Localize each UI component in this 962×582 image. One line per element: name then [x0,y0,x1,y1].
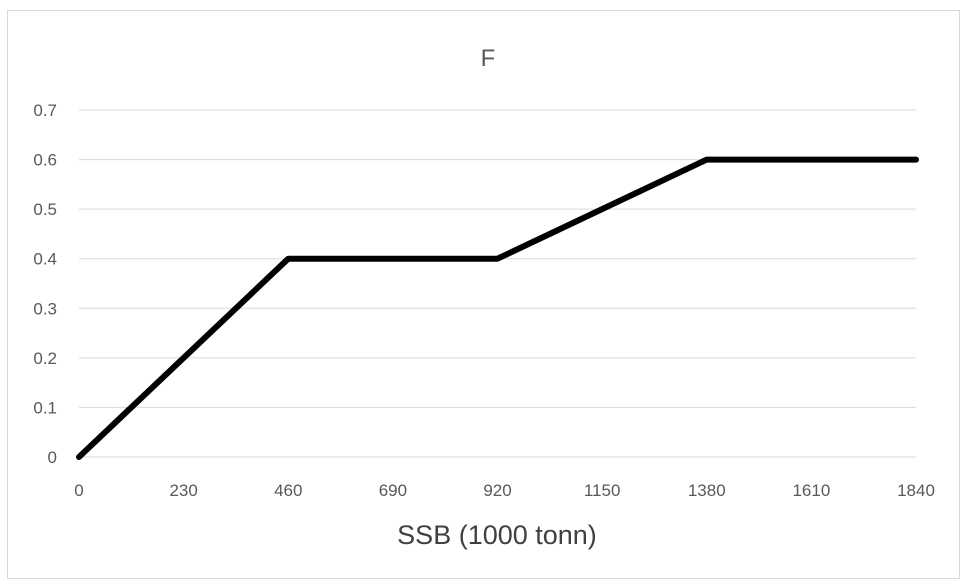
y-tick-label: 0.3 [33,299,57,318]
y-axis: 0 0.1 0.2 0.3 0.4 0.5 0.6 0.7 [33,101,57,467]
x-tick-label: 0 [74,481,83,500]
y-tick-label: 0.7 [33,101,57,120]
x-tick-label: 460 [274,481,302,500]
x-tick-label: 690 [379,481,407,500]
y-tick-label: 0 [48,448,57,467]
series-layer [76,156,919,460]
y-tick-label: 0.5 [33,200,57,219]
x-tick-label: 1150 [584,481,621,500]
y-tick-label: 0.4 [33,250,57,269]
gridlines [79,109,916,458]
y-tick-label: 0.1 [33,398,57,417]
x-tick-label: 920 [483,481,511,500]
x-tick-label: 1610 [792,481,830,500]
chart-area [7,10,960,579]
chart-title: F [481,45,496,72]
x-tick-label: 230 [169,481,197,500]
y-tick-label: 0.2 [33,349,57,368]
series-line [76,156,919,460]
x-axis: 0 230 460 690 920 1150 1380 1610 1840 [74,481,935,500]
y-tick-label: 0.6 [33,151,57,170]
x-tick-label: 1840 [897,481,935,500]
x-tick-label: 1380 [688,481,726,500]
x-axis-title: SSB (1000 tonn) [397,520,597,550]
